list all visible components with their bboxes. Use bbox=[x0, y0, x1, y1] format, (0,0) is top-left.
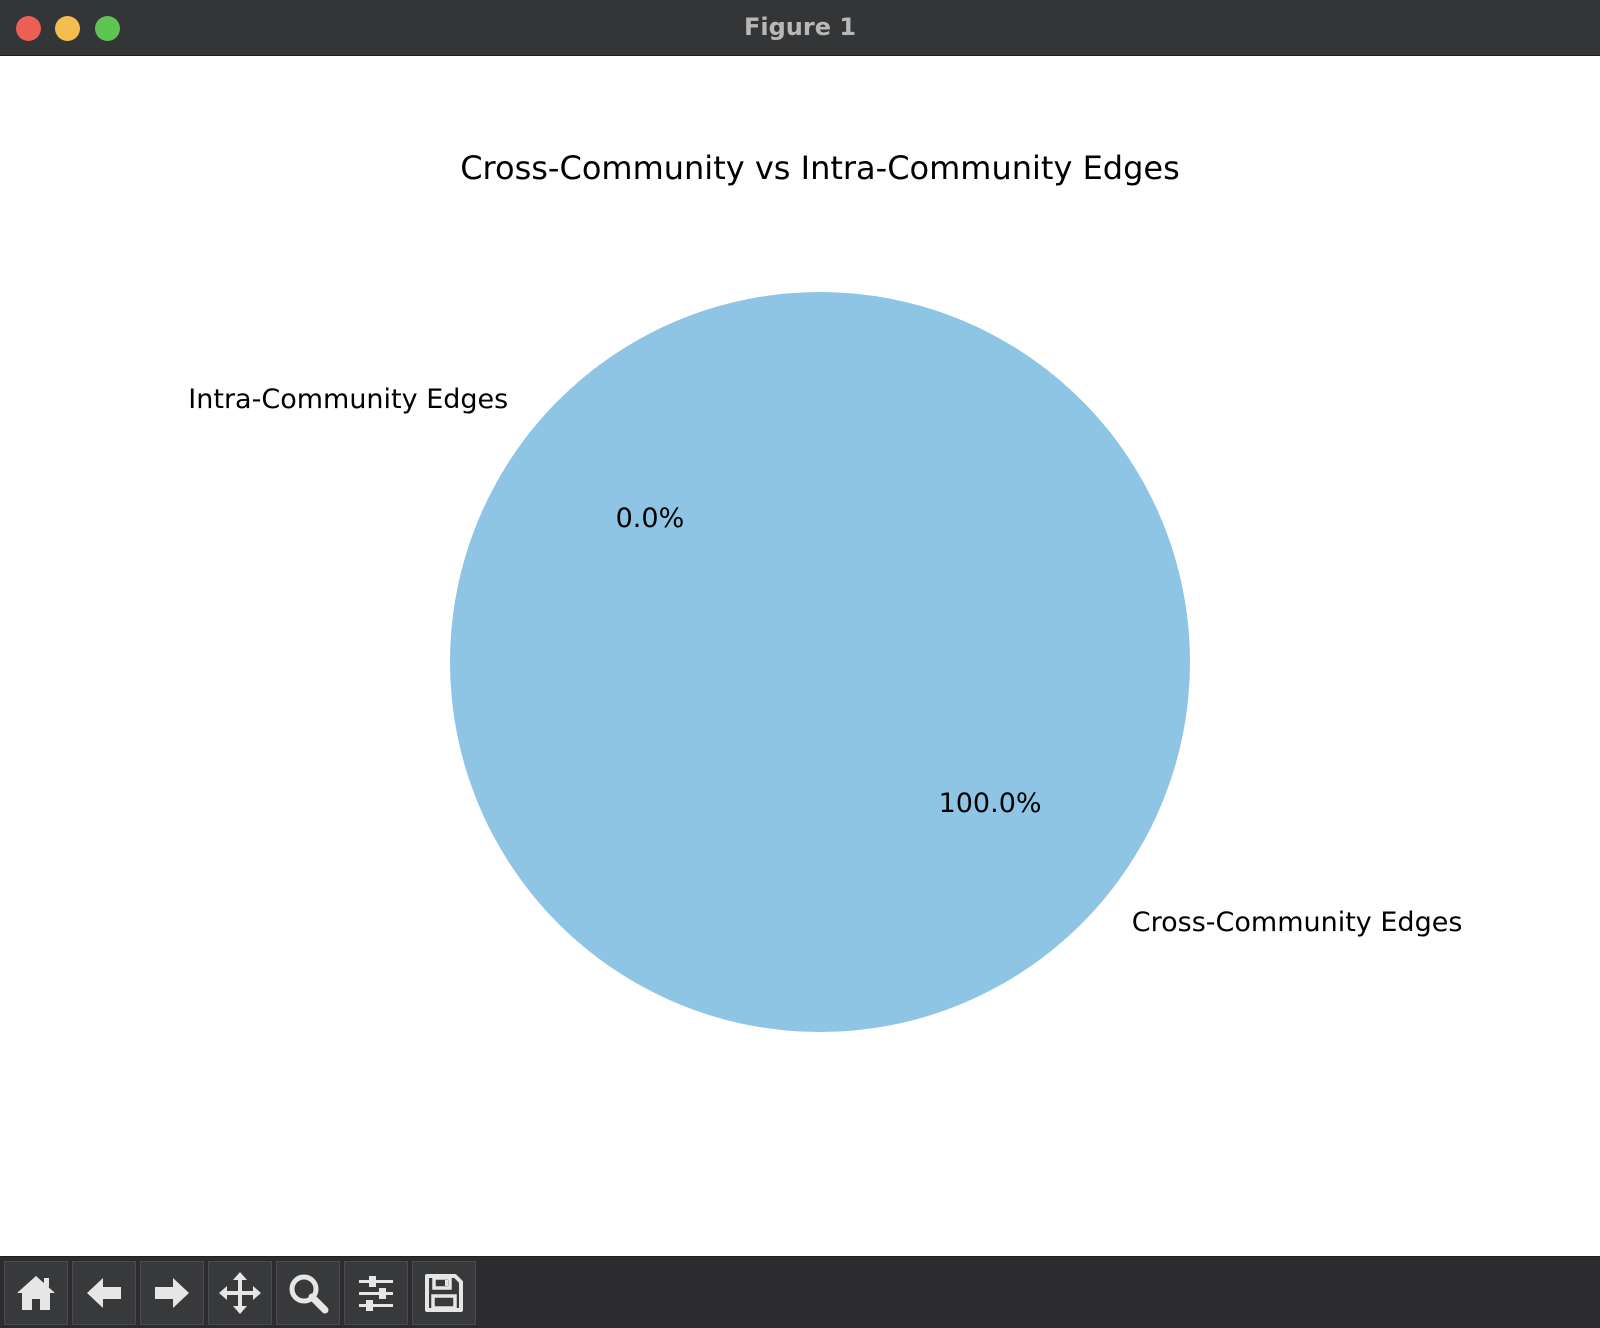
save-button[interactable] bbox=[412, 1261, 476, 1325]
sliders-icon bbox=[359, 1276, 393, 1311]
pie-chart: Cross-Community vs Intra-Community Edges… bbox=[188, 149, 1462, 1032]
navigation-toolbar bbox=[0, 1256, 1600, 1328]
pan-button[interactable] bbox=[208, 1261, 272, 1325]
figure-canvas: Cross-Community vs Intra-Community Edges… bbox=[0, 56, 1600, 1256]
zoom-button[interactable] bbox=[276, 1261, 340, 1325]
arrow-left-icon bbox=[87, 1278, 121, 1308]
chart-title: Cross-Community vs Intra-Community Edges bbox=[460, 149, 1180, 187]
pie-percent-cross-community: 100.0% bbox=[939, 788, 1042, 819]
title-bar: Figure 1 bbox=[0, 0, 1600, 56]
minimize-button[interactable] bbox=[55, 16, 80, 41]
pie-label-intra-community: Intra-Community Edges bbox=[188, 384, 508, 415]
pie-labels: Intra-Community Edges 0.0% Cross-Community… bbox=[188, 384, 1462, 938]
arrow-right-icon bbox=[155, 1278, 189, 1308]
pie-wedges bbox=[450, 292, 1190, 1032]
configure-subplots-button[interactable] bbox=[344, 1261, 408, 1325]
floppy-disk-icon bbox=[425, 1274, 463, 1312]
back-button[interactable] bbox=[72, 1261, 136, 1325]
close-button[interactable] bbox=[16, 16, 41, 41]
pie-label-cross-community: Cross-Community Edges bbox=[1132, 907, 1463, 938]
pie-wedge-cross-community bbox=[450, 292, 1190, 1032]
maximize-button[interactable] bbox=[95, 16, 120, 41]
home-icon bbox=[17, 1276, 55, 1310]
move-icon bbox=[219, 1272, 261, 1314]
window-title: Figure 1 bbox=[743, 13, 857, 41]
magnifier-icon bbox=[289, 1274, 329, 1314]
home-button[interactable] bbox=[4, 1261, 68, 1325]
forward-button[interactable] bbox=[140, 1261, 204, 1325]
pie-percent-intra-community: 0.0% bbox=[616, 503, 685, 534]
